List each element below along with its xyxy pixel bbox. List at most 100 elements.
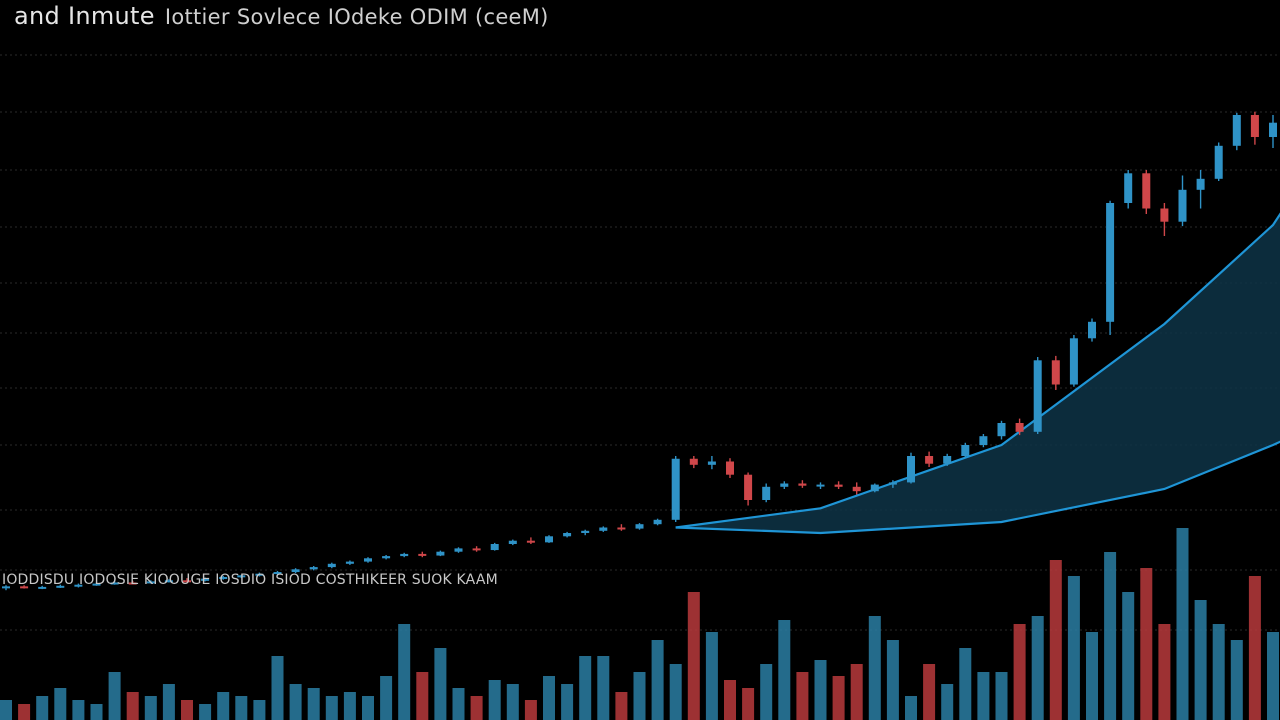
volume-bar	[235, 696, 248, 720]
candle-body	[74, 584, 83, 587]
candle-body	[888, 482, 897, 485]
volume-bar	[470, 696, 483, 720]
candle-body	[237, 575, 246, 578]
volume-bar	[126, 692, 139, 720]
candle-body	[1106, 203, 1115, 322]
volume-bar	[669, 664, 682, 720]
candle-body	[1196, 178, 1205, 190]
volume-bar	[362, 696, 374, 720]
candle-body	[219, 577, 228, 579]
volume-bar	[1122, 592, 1135, 720]
volume-bar	[1104, 552, 1117, 720]
volume-bar	[72, 700, 85, 720]
candle-body	[798, 483, 807, 486]
volume-bar	[832, 676, 845, 720]
candle-body	[92, 583, 101, 586]
candle-body	[472, 548, 481, 551]
volume-bar	[1194, 600, 1207, 720]
volume-bar	[90, 704, 103, 720]
chart-annotation: IODDISDU IODOSIE KIOOUGE IOSDIO ISIOD CO…	[2, 572, 498, 588]
volume-bar	[1049, 560, 1062, 720]
volume-bar	[380, 676, 393, 720]
volume-bar	[488, 680, 501, 720]
candle-body	[327, 563, 336, 568]
candle-body	[1269, 122, 1277, 137]
candle-body	[1214, 145, 1223, 179]
volume-bar	[271, 656, 284, 720]
overlay-lower-line	[675, 440, 1280, 535]
candle-body	[255, 573, 264, 576]
volume-bar	[1140, 568, 1153, 720]
candle-body	[545, 536, 553, 543]
trend-overlay	[675, 212, 1280, 535]
candle-body	[961, 445, 970, 456]
candle-body	[1033, 360, 1042, 432]
candle-body	[400, 553, 409, 557]
volume-bar	[524, 700, 537, 720]
candle-body	[146, 581, 155, 584]
volume-bar	[253, 700, 266, 720]
candle-body	[508, 540, 517, 544]
volume-bar	[452, 688, 465, 720]
candle-body	[364, 558, 372, 562]
volume-bar	[597, 656, 610, 720]
candle-body	[164, 580, 173, 583]
volume-bar	[199, 704, 212, 720]
volume-bar	[325, 696, 338, 720]
candle-body	[707, 461, 716, 465]
volume-bar	[1176, 528, 1189, 720]
candle-body	[599, 527, 608, 531]
volume-bar	[760, 664, 773, 720]
candle-body	[382, 556, 391, 559]
volume-bar	[1013, 624, 1026, 720]
candle-body	[925, 456, 934, 464]
candle-body	[1178, 189, 1187, 222]
volume-bar	[416, 672, 429, 720]
volume-bar	[778, 620, 791, 720]
volume-bar	[108, 672, 121, 720]
volume-bar	[651, 640, 664, 720]
candle-body	[689, 458, 698, 465]
candle-body	[490, 544, 499, 551]
volume-bar	[434, 648, 447, 720]
candle-body	[1160, 208, 1169, 222]
chart-title: and Inmute Iottier Sovlece IOdeke ODIM (c…	[14, 2, 549, 30]
candle-body	[907, 456, 915, 483]
volume-bar	[162, 684, 175, 720]
candle-body	[744, 474, 753, 500]
volume-bars	[0, 528, 1279, 720]
candle-body	[563, 533, 572, 537]
volume-bar	[1067, 576, 1080, 720]
volume-bar	[561, 684, 574, 720]
volume-bar	[579, 656, 592, 720]
candle-body	[671, 458, 680, 520]
overlay-area	[675, 214, 1280, 533]
volume-bar	[796, 672, 809, 720]
volume-bar	[54, 688, 67, 720]
candle-body	[943, 456, 952, 464]
candle-body	[1250, 115, 1259, 137]
candle-body	[816, 484, 825, 487]
candle-body	[56, 585, 65, 588]
candle-body	[997, 423, 1006, 437]
candle-body	[1051, 360, 1060, 385]
volume-bar	[1086, 632, 1098, 720]
candle-body	[852, 486, 861, 492]
volume-bar	[941, 684, 954, 720]
candle-body	[183, 580, 191, 583]
volume-bar	[615, 692, 628, 720]
volume-bar	[687, 592, 700, 720]
candle-body	[273, 572, 282, 575]
candle-body	[762, 486, 771, 500]
candle-body	[979, 436, 988, 445]
volume-bar	[959, 648, 972, 720]
candle-body	[20, 586, 29, 589]
volume-bar	[36, 696, 49, 720]
candle-body	[345, 561, 354, 564]
candle-body	[128, 582, 137, 585]
candle-body	[635, 524, 644, 529]
volume-bar	[181, 700, 193, 720]
candle-body	[617, 527, 626, 530]
candle-body	[1232, 115, 1241, 146]
